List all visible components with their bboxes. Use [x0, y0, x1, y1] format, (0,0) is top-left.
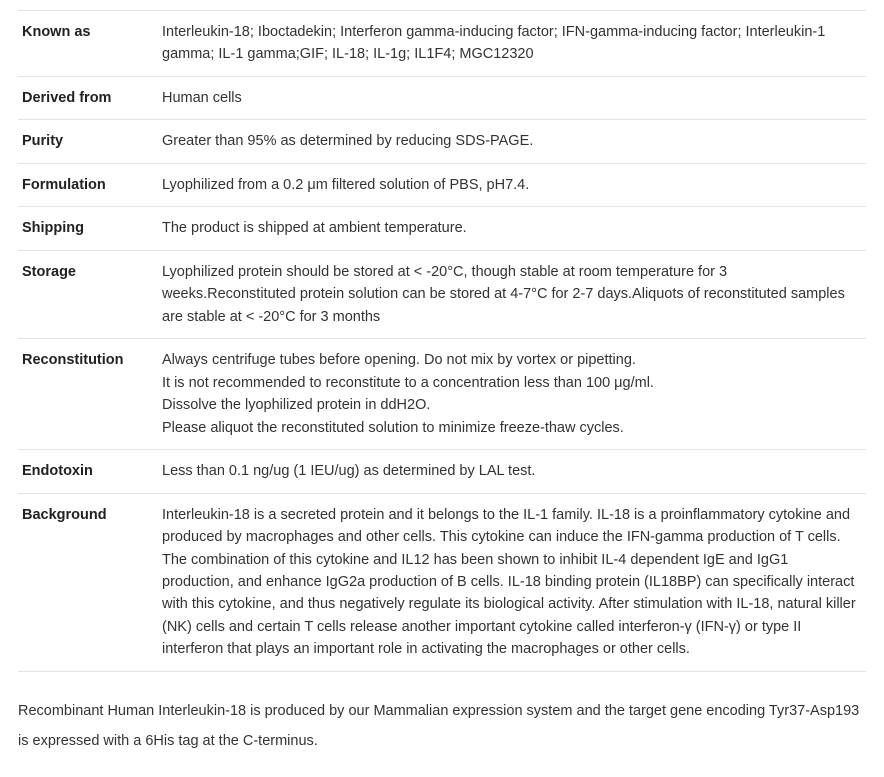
footer-note: Recombinant Human Interleukin-18 is prod…	[18, 696, 866, 757]
spec-row: ShippingThe product is shipped at ambien…	[18, 207, 866, 250]
spec-value: Lyophilized from a 0.2 μm filtered solut…	[158, 163, 866, 206]
spec-label: Background	[18, 493, 158, 671]
spec-table-body: Known asInterleukin-18; Iboctadekin; Int…	[18, 11, 866, 672]
spec-value-line: The product is shipped at ambient temper…	[162, 217, 860, 239]
spec-value: Lyophilized protein should be stored at …	[158, 250, 866, 338]
spec-value: Greater than 95% as determined by reduci…	[158, 120, 866, 163]
spec-table: Known asInterleukin-18; Iboctadekin; Int…	[18, 10, 866, 672]
spec-value-line: Dissolve the lyophilized protein in ddH2…	[162, 394, 860, 416]
spec-label: Shipping	[18, 207, 158, 250]
spec-value: Less than 0.1 ng/ug (1 IEU/ug) as determ…	[158, 450, 866, 493]
spec-value-line: Less than 0.1 ng/ug (1 IEU/ug) as determ…	[162, 460, 860, 482]
spec-value-line: Human cells	[162, 87, 860, 109]
spec-row: Known asInterleukin-18; Iboctadekin; Int…	[18, 11, 866, 77]
spec-value-line: Lyophilized protein should be stored at …	[162, 261, 860, 328]
spec-label: Purity	[18, 120, 158, 163]
spec-value-line: Always centrifuge tubes before opening. …	[162, 349, 860, 371]
spec-label: Known as	[18, 11, 158, 77]
spec-value: Interleukin-18 is a secreted protein and…	[158, 493, 866, 671]
spec-value-line: Lyophilized from a 0.2 μm filtered solut…	[162, 174, 860, 196]
spec-label: Derived from	[18, 76, 158, 119]
spec-row: FormulationLyophilized from a 0.2 μm fil…	[18, 163, 866, 206]
spec-row: StorageLyophilized protein should be sto…	[18, 250, 866, 338]
spec-value-line: Greater than 95% as determined by reduci…	[162, 130, 860, 152]
spec-row: BackgroundInterleukin-18 is a secreted p…	[18, 493, 866, 671]
spec-value: Human cells	[158, 76, 866, 119]
spec-row: PurityGreater than 95% as determined by …	[18, 120, 866, 163]
spec-value-line: It is not recommended to reconstitute to…	[162, 372, 860, 394]
spec-row: Derived fromHuman cells	[18, 76, 866, 119]
spec-value-line: Interleukin-18 is a secreted protein and…	[162, 504, 860, 661]
spec-label: Reconstitution	[18, 339, 158, 450]
spec-value: The product is shipped at ambient temper…	[158, 207, 866, 250]
spec-label: Endotoxin	[18, 450, 158, 493]
spec-row: EndotoxinLess than 0.1 ng/ug (1 IEU/ug) …	[18, 450, 866, 493]
spec-label: Storage	[18, 250, 158, 338]
spec-label: Formulation	[18, 163, 158, 206]
spec-value: Interleukin-18; Iboctadekin; Interferon …	[158, 11, 866, 77]
spec-value-line: Please aliquot the reconstituted solutio…	[162, 417, 860, 439]
spec-value: Always centrifuge tubes before opening. …	[158, 339, 866, 450]
spec-row: ReconstitutionAlways centrifuge tubes be…	[18, 339, 866, 450]
spec-value-line: Interleukin-18; Iboctadekin; Interferon …	[162, 21, 860, 66]
